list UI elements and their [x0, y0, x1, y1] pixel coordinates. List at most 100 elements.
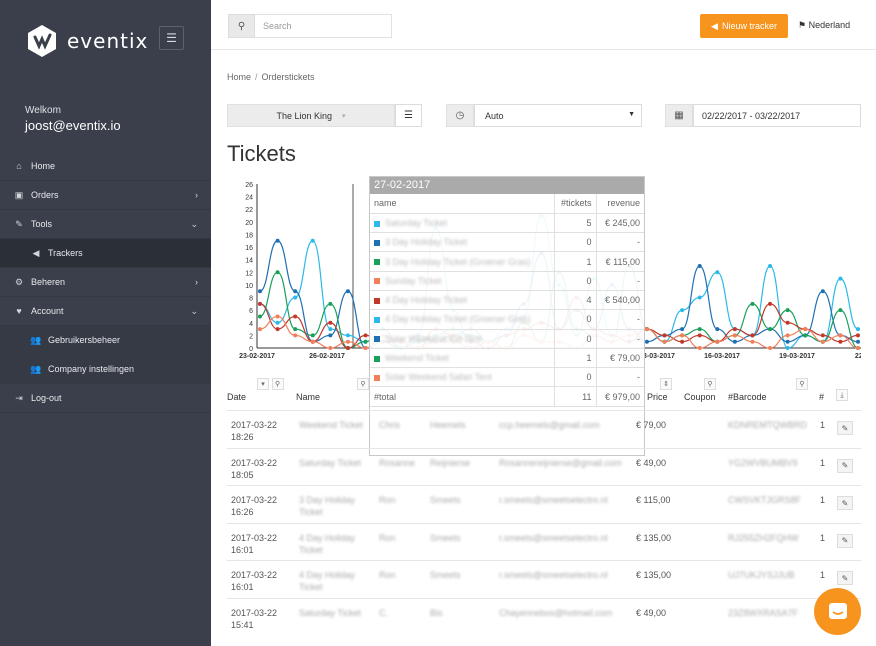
data-point[interactable] — [838, 333, 843, 338]
data-point[interactable] — [732, 327, 737, 332]
sidebar-item-tools[interactable]: ✎ Tools ⌄ — [0, 210, 211, 239]
data-point[interactable] — [293, 295, 298, 300]
data-point[interactable] — [363, 333, 368, 338]
data-point[interactable] — [856, 327, 860, 332]
data-point[interactable] — [768, 301, 773, 306]
data-point[interactable] — [785, 308, 790, 313]
data-point[interactable] — [293, 289, 298, 294]
sidebar-item-account[interactable]: ♥ Account ⌄ — [0, 297, 211, 326]
edit-button[interactable]: ✎ — [837, 458, 853, 473]
data-point[interactable] — [310, 238, 315, 243]
data-point[interactable] — [732, 333, 737, 338]
table-row[interactable]: 2017-03-22 16:01 4 Day Holiday Ticket Ron Sm… — [227, 560, 861, 598]
data-point[interactable] — [662, 333, 667, 338]
edit-button[interactable]: ✎ — [837, 533, 853, 548]
sidebar-item-gebruikersbeheer[interactable]: 👥 Gebruikersbeheer — [0, 326, 211, 355]
data-point[interactable] — [680, 327, 685, 332]
date-range-input[interactable]: 02/22/2017 - 03/22/2017 — [693, 104, 861, 127]
date-sort-button[interactable]: ▾ ⚲ — [257, 378, 284, 390]
data-point[interactable] — [363, 339, 368, 344]
data-point[interactable] — [328, 327, 333, 332]
sidebar-item-trackers[interactable]: ◀ Trackers — [0, 239, 211, 268]
barcode-search-button[interactable]: ⚲ — [796, 378, 808, 390]
table-row[interactable]: 2017-03-22 16:26 3 Day Holiday Ticket Ron Sm… — [227, 485, 861, 523]
data-point[interactable] — [680, 339, 685, 344]
data-point[interactable] — [345, 339, 350, 344]
col-date[interactable]: Date — [227, 392, 247, 402]
data-point[interactable] — [697, 295, 702, 300]
table-row[interactable]: 2017-03-22 18:26 Weekend Ticket Chris Heemel… — [227, 410, 861, 448]
coupon-search-button[interactable]: ⚲ — [704, 378, 716, 390]
data-point[interactable] — [785, 320, 790, 325]
data-point[interactable] — [275, 314, 280, 319]
data-point[interactable] — [785, 346, 790, 350]
edit-button[interactable]: ✎ — [837, 496, 853, 510]
brand-logo[interactable]: eventix — [25, 24, 148, 58]
data-point[interactable] — [310, 333, 315, 338]
edit-button[interactable]: ✎ — [837, 421, 853, 435]
sidebar-item-orders[interactable]: ▣ Orders › — [0, 181, 211, 210]
data-point[interactable] — [803, 333, 808, 338]
data-point[interactable] — [275, 327, 280, 332]
search-input[interactable]: Search — [255, 14, 392, 38]
col-count[interactable]: # — [819, 392, 825, 402]
data-point[interactable] — [697, 346, 702, 350]
data-point[interactable] — [697, 327, 702, 332]
col-price[interactable]: Price — [647, 392, 668, 402]
data-point[interactable] — [697, 264, 702, 268]
data-point[interactable] — [293, 327, 298, 332]
data-point[interactable] — [750, 333, 755, 338]
data-point[interactable] — [732, 339, 737, 344]
data-point[interactable] — [293, 333, 298, 338]
event-select[interactable]: The Lion King ▾ — [227, 104, 395, 127]
sidebar-item-beheren[interactable]: ⚙ Beheren › — [0, 268, 211, 297]
table-row[interactable]: 2017-03-22 15:41 Saturday Ticket C. Bis Chaye… — [227, 597, 861, 636]
price-sort-button[interactable]: ⇕ — [660, 378, 672, 390]
data-point[interactable] — [258, 289, 262, 294]
sidebar-item-company-instellingen[interactable]: 👥 Company instellingen — [0, 355, 211, 384]
data-point[interactable] — [803, 327, 808, 332]
col-barcode[interactable]: #Barcode — [728, 392, 767, 402]
data-point[interactable] — [275, 270, 280, 275]
data-point[interactable] — [856, 339, 860, 344]
data-point[interactable] — [820, 333, 825, 338]
data-point[interactable] — [785, 333, 790, 338]
data-point[interactable] — [275, 320, 280, 325]
breadcrumb-home[interactable]: Home — [227, 72, 252, 82]
data-point[interactable] — [856, 333, 860, 338]
data-point[interactable] — [345, 289, 350, 294]
data-point[interactable] — [820, 289, 825, 294]
data-point[interactable] — [644, 327, 649, 332]
col-coupon[interactable]: Coupon — [684, 392, 716, 402]
new-tracker-button[interactable]: ◀ Nieuw tracker — [700, 14, 788, 38]
event-list-button[interactable]: ☰ — [395, 104, 422, 127]
data-point[interactable] — [363, 346, 368, 350]
data-point[interactable] — [345, 333, 350, 338]
data-point[interactable] — [856, 346, 860, 350]
table-row[interactable]: 2017-03-22 18:05 Saturday Ticket Rosanne Rei… — [227, 447, 861, 486]
data-point[interactable] — [750, 301, 755, 306]
col-name[interactable]: Name — [296, 392, 321, 402]
data-point[interactable] — [715, 270, 720, 275]
data-point[interactable] — [680, 333, 685, 338]
data-point[interactable] — [768, 346, 773, 350]
data-point[interactable] — [838, 308, 843, 313]
data-point[interactable] — [715, 339, 720, 344]
language-selector[interactable]: ⚑ Nederland — [798, 20, 850, 31]
data-point[interactable] — [328, 301, 333, 306]
interval-select[interactable]: Auto ▼ — [474, 104, 642, 127]
data-point[interactable] — [662, 339, 667, 344]
data-point[interactable] — [697, 333, 702, 338]
sidebar-item-logout[interactable]: ⇥ Log-out — [0, 384, 211, 413]
download-button[interactable]: ⤓ — [836, 389, 848, 401]
data-point[interactable] — [838, 276, 843, 281]
data-point[interactable] — [328, 346, 333, 350]
name-search-button[interactable]: ⚲ — [357, 378, 369, 390]
data-point[interactable] — [680, 308, 685, 313]
data-point[interactable] — [293, 314, 298, 319]
data-point[interactable] — [345, 346, 350, 350]
data-point[interactable] — [768, 264, 773, 268]
data-point[interactable] — [310, 339, 315, 344]
data-point[interactable] — [838, 339, 843, 344]
data-point[interactable] — [258, 327, 262, 332]
